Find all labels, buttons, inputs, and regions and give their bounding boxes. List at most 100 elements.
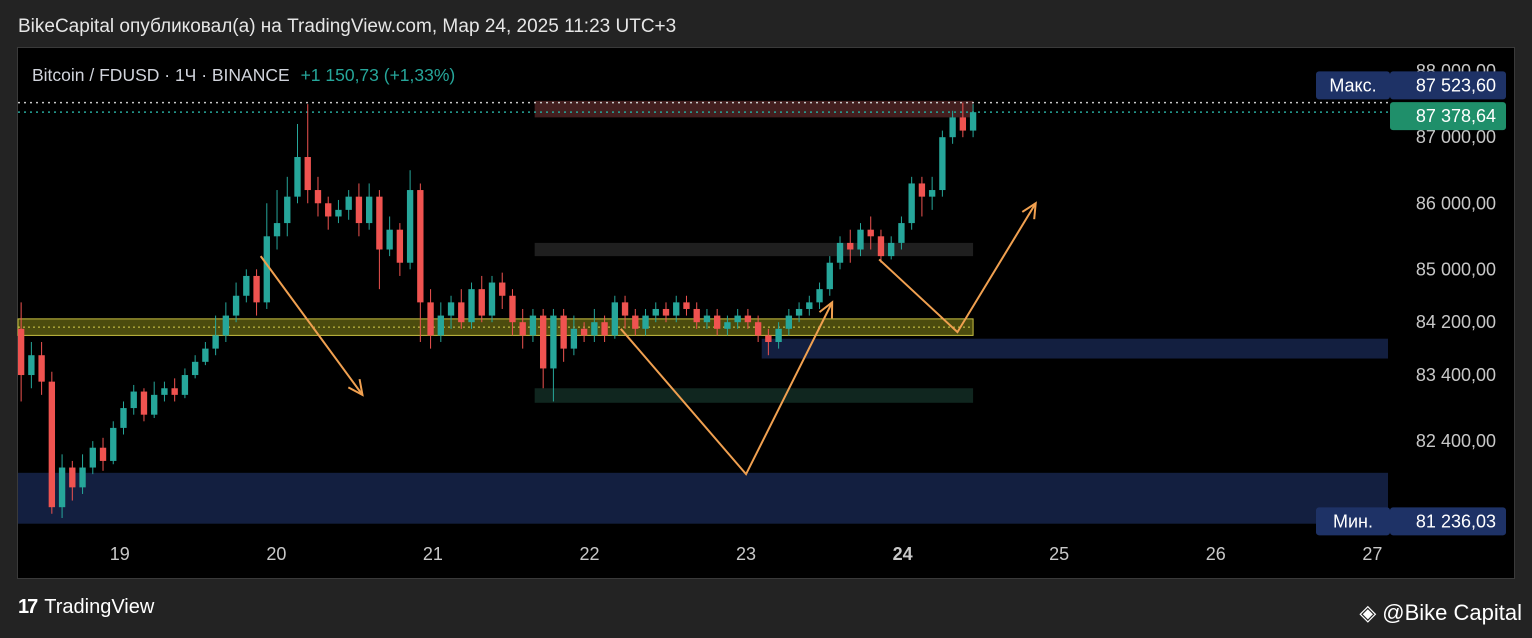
candle-body [611, 302, 618, 336]
v-path-head [818, 300, 834, 319]
candle-body [826, 262, 833, 290]
x-tick-label: 20 [266, 544, 286, 564]
candle-body [601, 322, 608, 336]
candle-body [529, 315, 537, 336]
candle-body [673, 302, 680, 316]
candle-body [314, 190, 322, 204]
candle-body [243, 275, 250, 296]
x-tick-label: 26 [1206, 544, 1226, 564]
candle-body [89, 447, 96, 468]
symbol-name: Bitcoin / FDUSD · 1Ч · BINANCE [32, 65, 290, 85]
tradingview-brand[interactable]: 17 TradingView [18, 596, 154, 619]
current-marker-value-bg [1390, 102, 1506, 131]
candle-body [662, 308, 670, 316]
candle-body [355, 196, 363, 224]
candle-body [754, 322, 762, 336]
candle-body [591, 322, 598, 336]
x-tick-label: 22 [579, 544, 599, 564]
candle-body [417, 190, 424, 303]
candle-body [396, 229, 404, 263]
candle-body [273, 223, 281, 237]
candle-body [345, 196, 352, 210]
candle-body [744, 315, 752, 323]
v-path [620, 301, 834, 476]
y-tick-label: 86 000,00 [1416, 193, 1496, 213]
candle-body [365, 196, 373, 224]
candle-body [181, 375, 189, 395]
candle-body [488, 282, 496, 316]
y-tick-label: 85 000,00 [1416, 259, 1496, 279]
candle-body [785, 315, 793, 329]
candle-body [499, 282, 506, 296]
candle-body [734, 315, 741, 323]
candle-body [386, 229, 393, 250]
candle-body [447, 302, 455, 316]
candle-body [232, 295, 240, 316]
candle-body [99, 447, 107, 461]
candle-body [949, 117, 956, 138]
tradingview-label: TradingView [44, 596, 155, 618]
candle-body [284, 196, 291, 224]
candle-body [253, 275, 260, 303]
x-tick-label: 27 [1362, 544, 1382, 564]
candle-body [48, 381, 56, 508]
x-tick-label: 25 [1049, 544, 1069, 564]
zone-green-range [534, 388, 974, 403]
candle-body [69, 467, 76, 488]
max-marker-label: Макс. [1329, 75, 1376, 95]
candle-body [130, 391, 137, 409]
candle-body [263, 236, 270, 303]
zone-grey-range [534, 242, 974, 257]
candle-body [888, 242, 895, 257]
candle-body [294, 157, 301, 197]
tradingview-logo-icon: 17 [18, 596, 38, 618]
candle-body [714, 315, 721, 329]
candle-body [140, 391, 148, 415]
candle-body [703, 315, 711, 323]
candle-body [478, 289, 485, 316]
candle-body [928, 190, 936, 197]
candle-body [519, 322, 526, 336]
max-marker-value: 87 523,60 [1416, 75, 1496, 95]
y-tick-label: 83 400,00 [1416, 365, 1496, 385]
candle-body [509, 295, 516, 323]
candle-body [28, 355, 35, 376]
candle-body [867, 229, 874, 237]
candle-body [376, 196, 383, 250]
candle-body [171, 388, 178, 395]
candle-body [406, 190, 414, 263]
watermark-text: @Bike Capital [1382, 600, 1522, 625]
candle-body [857, 229, 864, 250]
binance-diamond-icon: ◈ [1359, 600, 1377, 625]
candle-body [335, 209, 342, 217]
symbol-change: +1 150,73 (+1,33%) [300, 65, 456, 85]
y-tick-label: 82 400,00 [1416, 431, 1496, 451]
candle-body [847, 242, 854, 250]
candle-body [110, 427, 117, 461]
x-tick-label: 24 [893, 544, 913, 564]
y-tick-label: 84 200,00 [1416, 312, 1496, 332]
min-marker-label: Мин. [1333, 511, 1373, 531]
candle-body [642, 315, 649, 329]
candle-body [959, 117, 967, 131]
candle-body [17, 328, 25, 376]
publish-info: BikeCapital опубликовал(а) на TradingVie… [18, 16, 677, 37]
x-tick-label: 23 [736, 544, 756, 564]
candle-body [79, 467, 86, 488]
down-arrow-left [259, 255, 364, 396]
zone-blue-upper [761, 338, 1388, 359]
candle-body [765, 335, 772, 343]
candle-body [550, 315, 557, 369]
candle-body [120, 408, 127, 428]
min-marker-label-bg [1316, 507, 1390, 536]
projection-path [878, 202, 1037, 334]
candle-body [908, 183, 915, 224]
zone-resistance [534, 100, 974, 118]
candle-body [724, 322, 731, 329]
candle-body [816, 289, 823, 303]
candle-body [939, 137, 946, 191]
candle-body [621, 302, 629, 316]
candle-body [898, 223, 905, 243]
max-marker-value-bg [1390, 71, 1506, 100]
